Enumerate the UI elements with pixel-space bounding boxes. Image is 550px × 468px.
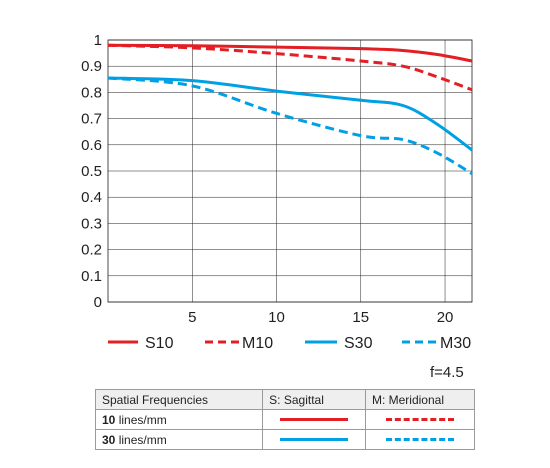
- plot-frame: [107, 39, 473, 303]
- y-tick-label: 0.7: [81, 111, 102, 128]
- y-tick-label: 0.9: [81, 58, 102, 75]
- series-lines: [107, 43, 473, 175]
- header-spatial-frequencies: Spatial Frequencies: [94, 389, 264, 410]
- red-dashed-swatch: [385, 418, 454, 421]
- y-tick-label: 0.5: [81, 163, 102, 180]
- x-tick-label: 10: [268, 309, 285, 326]
- y-tick-label: 0.3: [81, 215, 102, 232]
- key-header-row: Spatial Frequencies S: Sagittal M: Merid…: [94, 389, 476, 410]
- key-row-10: 10 lines/mm: [94, 409, 476, 430]
- freq-unit: lines/mm: [115, 432, 167, 447]
- key-row-30: 30 lines/mm: [94, 429, 476, 450]
- y-tick-label: 1: [94, 32, 102, 49]
- line-key-table: Spatial Frequencies S: Sagittal M: Merid…: [94, 389, 476, 450]
- x-tick-label: 5: [188, 309, 196, 326]
- legend-label-m10: M10: [242, 335, 273, 352]
- y-tick-label: 0.6: [81, 137, 102, 154]
- freq-value: 10: [102, 412, 116, 427]
- series-m10-line: [107, 43, 473, 92]
- series-s10-line: [107, 43, 473, 63]
- sagittal-swatch-cell: [262, 409, 366, 430]
- freq-value: 30: [102, 432, 116, 447]
- x-tick-label: 20: [437, 309, 454, 326]
- red-solid-swatch: [280, 418, 349, 421]
- y-tick-label: 0.4: [81, 189, 102, 206]
- aperture-label: f=4.5: [430, 364, 464, 381]
- header-meridional: M: Meridional: [364, 389, 476, 410]
- legend-label-m30: M30: [440, 335, 471, 352]
- axes: [107, 39, 473, 303]
- y-tick-label: 0: [94, 294, 102, 311]
- blue-solid-swatch: [280, 438, 349, 441]
- freq-unit: lines/mm: [115, 412, 167, 427]
- series-m30-line: [107, 76, 473, 175]
- legend-label-s30: S30: [344, 335, 373, 352]
- mtf-chart: 00.10.20.30.40.50.60.70.80.915 10 15 20 S10…: [81, 32, 473, 381]
- y-tick-label: 0.2: [81, 242, 102, 259]
- meridional-swatch-cell: [364, 429, 476, 450]
- blue-dashed-swatch: [385, 438, 454, 441]
- header-sagittal: S: Sagittal: [262, 389, 366, 410]
- freq-cell: 10 lines/mm: [94, 409, 264, 430]
- legend: S10 M10 S30 M30: [108, 335, 471, 352]
- legend-label-s10: S10: [145, 335, 174, 352]
- freq-cell: 30 lines/mm: [94, 429, 264, 450]
- tick-labels: 00.10.20.30.40.50.60.70.80.915 10 15 20: [81, 32, 453, 326]
- x-tick-label: 15: [352, 309, 369, 326]
- y-tick-label: 0.8: [81, 84, 102, 101]
- series-s30-line: [107, 76, 473, 152]
- meridional-swatch-cell: [364, 409, 476, 430]
- y-tick-label: 0.1: [81, 268, 102, 285]
- sagittal-swatch-cell: [262, 429, 366, 450]
